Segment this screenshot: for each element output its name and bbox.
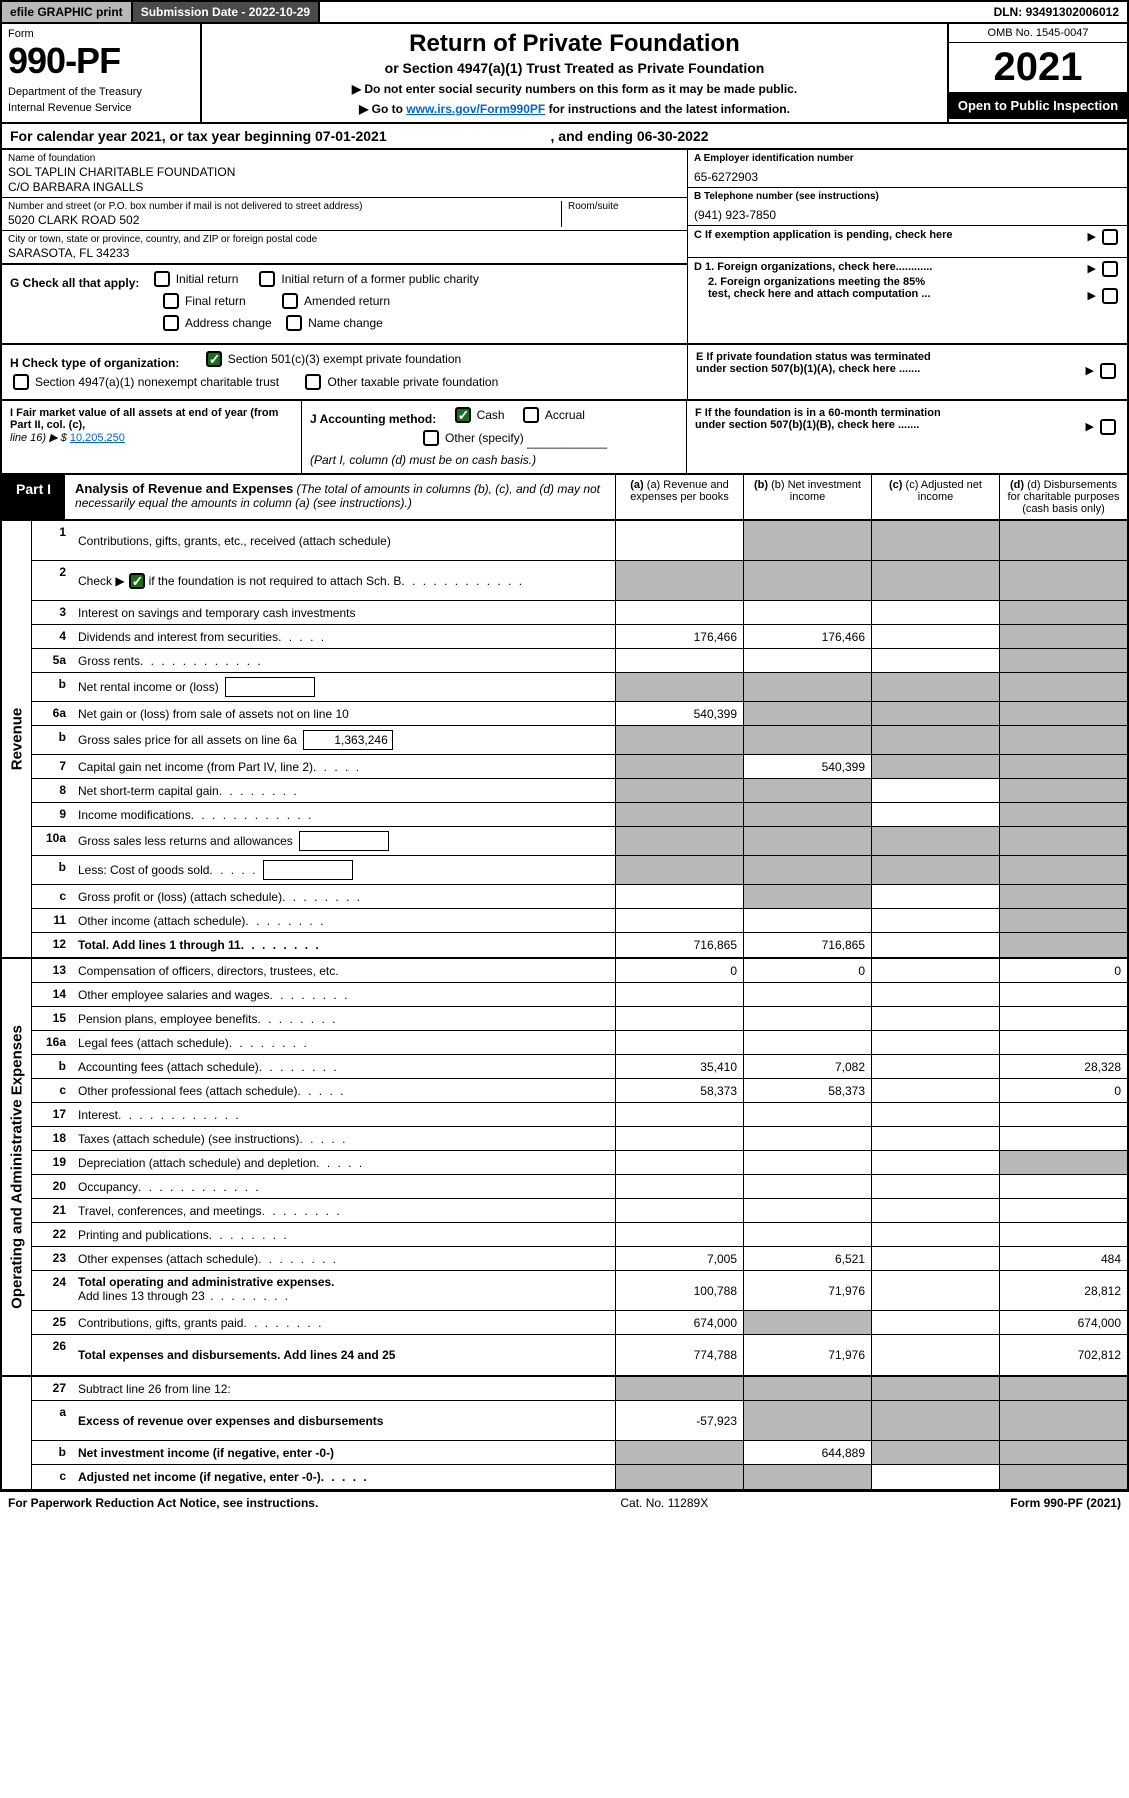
section-c: C If exemption application is pending, c… [688,226,1127,258]
form-id-block: Form 990-PF Department of the Treasury I… [2,24,202,122]
cb-exemption-pending[interactable] [1102,229,1118,245]
section-h-e: H Check type of organization: Section 50… [0,345,1129,401]
form-ref: Form 990-PF (2021) [1010,1496,1121,1510]
cb-initial-former[interactable] [259,271,275,287]
page-footer: For Paperwork Reduction Act Notice, see … [0,1491,1129,1514]
entity-info: Name of foundation SOL TAPLIN CHARITABLE… [0,150,1129,345]
section-d: D 1. Foreign organizations, check here..… [688,258,1127,303]
cb-85pct[interactable] [1102,288,1118,304]
col-c-head: (c) (c) Adjusted net income [871,475,999,519]
phone-cell: B Telephone number (see instructions) (9… [688,188,1127,226]
open-public: Open to Public Inspection [949,92,1127,119]
form-title: Return of Private Foundation [208,30,941,58]
cb-other-taxable[interactable] [305,374,321,390]
cb-501c3[interactable] [206,351,222,367]
paperwork-notice: For Paperwork Reduction Act Notice, see … [8,1496,318,1510]
part1-title: Analysis of Revenue and Expenses (The to… [65,475,615,519]
tax-year: 2021 [949,43,1127,92]
revenue-section: Revenue 1Contributions, gifts, grants, e… [0,521,1129,959]
foundation-name-cell: Name of foundation SOL TAPLIN CHARITABLE… [2,150,687,198]
col-a-head: (a) (a) Revenue and expenses per books [615,475,743,519]
cb-sch-b[interactable] [129,573,145,589]
address-cell: Number and street (or P.O. box number if… [2,198,687,231]
cb-address-change[interactable] [163,315,179,331]
goto-note: ▶ Go to www.irs.gov/Form990PF for instru… [208,102,941,116]
form-subtitle: or Section 4947(a)(1) Trust Treated as P… [208,60,941,76]
ssn-warning: ▶ Do not enter social security numbers o… [208,82,941,96]
top-bar: efile GRAPHIC print Submission Date - 20… [0,0,1129,24]
cb-final-return[interactable] [163,293,179,309]
cb-amended[interactable] [282,293,298,309]
col-b-head: (b) (b) Net investment income [743,475,871,519]
section-g: G Check all that apply: Initial return I… [2,264,687,343]
cat-number: Cat. No. 11289X [620,1496,708,1510]
dept-treasury: Department of the Treasury [8,86,194,98]
omb-number: OMB No. 1545-0047 [949,24,1127,43]
cb-60month[interactable] [1100,419,1116,435]
ein-cell: A Employer identification number 65-6272… [688,150,1127,188]
submission-date: Submission Date - 2022-10-29 [133,2,320,22]
opex-label: Operating and Administrative Expenses [2,959,32,1375]
part1-tab: Part I [2,475,65,519]
calendar-year-row: For calendar year 2021, or tax year begi… [0,124,1129,150]
form-title-block: Return of Private Foundation or Section … [202,24,947,122]
year-block: OMB No. 1545-0047 2021 Open to Public In… [947,24,1127,122]
line27-section: 27Subtract line 26 from line 12: aExcess… [0,1377,1129,1491]
efile-print[interactable]: efile GRAPHIC print [2,2,133,22]
cb-cash[interactable] [455,407,471,423]
cb-terminated[interactable] [1100,363,1116,379]
revenue-label: Revenue [2,521,32,957]
form-header: Form 990-PF Department of the Treasury I… [0,24,1129,124]
form-word: Form [8,28,194,40]
cb-name-change[interactable] [286,315,302,331]
dln: DLN: 93491302006012 [986,2,1127,22]
irs-link[interactable]: www.irs.gov/Form990PF [406,102,545,116]
city-cell: City or town, state or province, country… [2,231,687,264]
opex-section: Operating and Administrative Expenses 13… [0,959,1129,1377]
cb-accrual[interactable] [523,407,539,423]
irs: Internal Revenue Service [8,102,194,114]
cb-4947[interactable] [13,374,29,390]
fmv-link[interactable]: 10,205,250 [70,432,125,444]
cb-initial-return[interactable] [154,271,170,287]
form-number: 990-PF [8,40,194,82]
section-i-j-f: I Fair market value of all assets at end… [0,401,1129,475]
cb-other-method[interactable] [423,430,439,446]
col-d-head: (d) (d) Disbursements for charitable pur… [999,475,1127,519]
cb-foreign-org[interactable] [1102,261,1118,277]
part1-header: Part I Analysis of Revenue and Expenses … [0,475,1129,521]
